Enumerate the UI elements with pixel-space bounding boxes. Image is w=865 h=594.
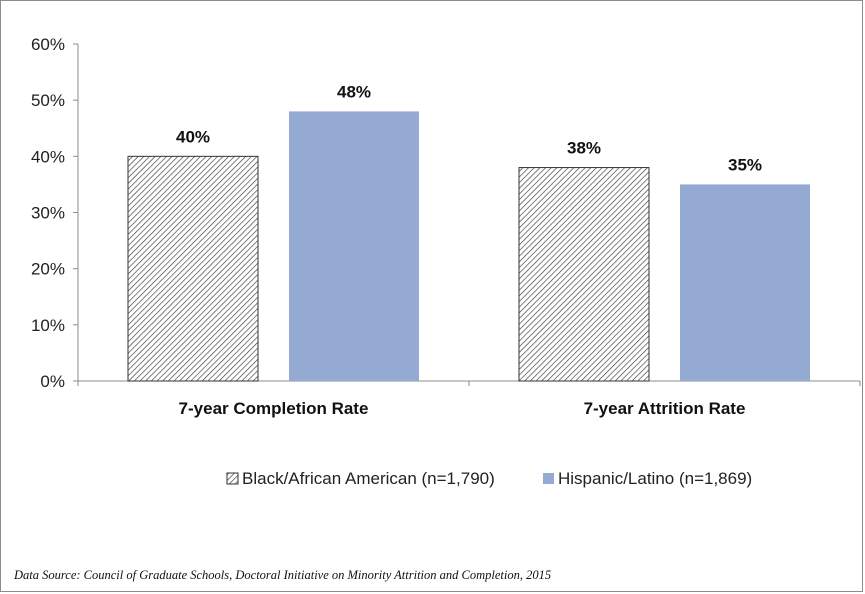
x-category-label: 7-year Completion Rate bbox=[179, 399, 369, 418]
x-category-label: 7-year Attrition Rate bbox=[584, 399, 746, 418]
legend-label-2: Hispanic/Latino (n=1,869) bbox=[558, 469, 752, 488]
legend-swatch-2 bbox=[543, 473, 554, 484]
y-tick-label: 40% bbox=[31, 147, 65, 166]
y-tick-label: 20% bbox=[31, 260, 65, 279]
legend-label-1: Black/African American (n=1,790) bbox=[242, 469, 495, 488]
bar-series-2 bbox=[680, 184, 810, 381]
legend: Black/African American (n=1,790) Hispanic… bbox=[226, 469, 752, 488]
data-label: 48% bbox=[337, 82, 371, 101]
data-label: 38% bbox=[567, 139, 601, 158]
y-tick-label: 30% bbox=[31, 204, 65, 223]
data-label: 40% bbox=[176, 127, 210, 146]
y-tick-label: 0% bbox=[40, 372, 65, 391]
labels-layer: 40% 48% 7-year Completion Rate 38% 35% 7-year… bbox=[176, 82, 762, 418]
bar-series-2 bbox=[289, 111, 419, 382]
bars-layer bbox=[127, 111, 810, 382]
bar-series-1 bbox=[127, 155, 259, 382]
y-tick-label: 10% bbox=[31, 316, 65, 335]
data-label: 35% bbox=[728, 155, 762, 174]
y-tick-label: 60% bbox=[31, 35, 65, 54]
y-tick-label: 50% bbox=[31, 91, 65, 110]
bar-series-1 bbox=[518, 167, 650, 382]
data-source-note: Data Source: Council of Graduate Schools… bbox=[14, 568, 552, 582]
legend-swatch-1 bbox=[226, 472, 239, 485]
